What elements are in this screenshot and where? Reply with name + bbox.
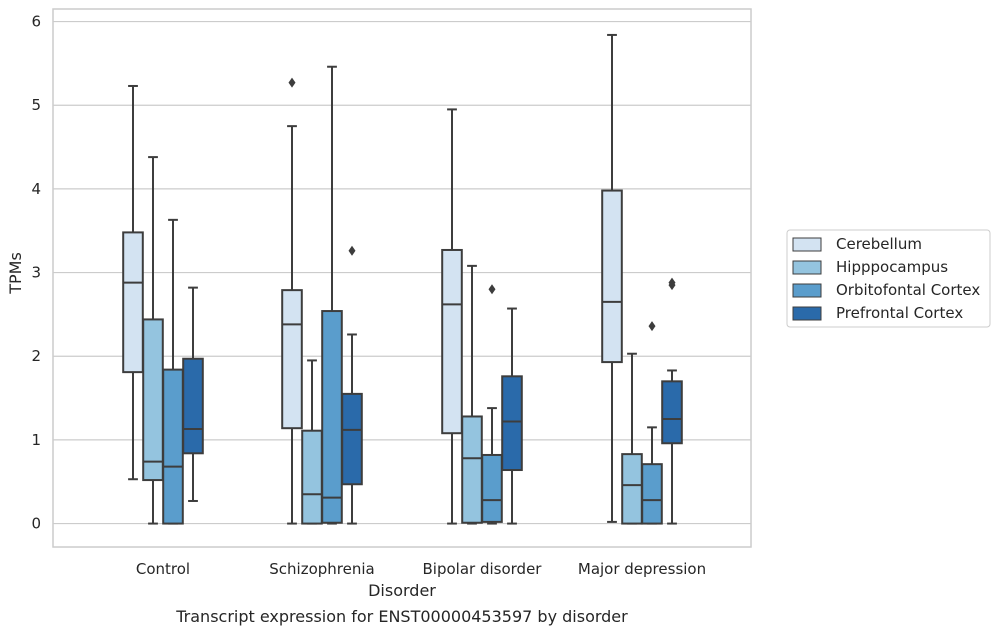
x-tick-label: Major depression [578, 560, 706, 578]
y-tick-label: 3 [31, 264, 41, 282]
x-tick-label: Control [136, 560, 190, 578]
outlier-point [288, 77, 296, 88]
legend-swatch [792, 237, 822, 252]
box-1-1 [301, 359, 323, 525]
box-1-2 [321, 65, 343, 525]
box-body [481, 453, 503, 523]
box-0-3 [182, 286, 204, 502]
box-body [441, 248, 463, 435]
box-body [142, 318, 164, 482]
box-0-0 [122, 84, 144, 481]
legend-frame [786, 229, 991, 328]
outlier-point [348, 245, 356, 256]
box-body [641, 463, 663, 525]
box-body [461, 415, 483, 524]
box-2-3 [501, 307, 523, 525]
box-body [661, 380, 683, 445]
box-0-2 [162, 218, 184, 525]
box-2-2 [481, 284, 503, 525]
y-axis-title: TPMs [6, 252, 25, 295]
box-body [122, 231, 144, 374]
box-0-1 [142, 156, 164, 525]
box-1-0 [281, 77, 303, 525]
outlier-point [488, 284, 496, 295]
box-3-2 [641, 321, 663, 525]
legend-label: Orbitofontal Cortex [836, 281, 980, 299]
legend-swatch [792, 260, 822, 275]
y-tick-label: 6 [31, 13, 41, 31]
y-tick-label: 1 [31, 431, 41, 449]
box-body [162, 368, 184, 525]
y-axis-tick-labels: 0 1 2 3 4 5 6 [31, 13, 41, 533]
plot-area-frame [52, 8, 752, 548]
box-3-0 [601, 33, 623, 523]
box-body [321, 310, 343, 524]
box-2-0 [441, 108, 463, 525]
x-tick-label: Bipolar disorder [423, 560, 543, 578]
box-body [621, 453, 643, 525]
legend-label: Prefrontal Cortex [836, 304, 963, 322]
y-tick-label: 0 [31, 515, 41, 533]
legend-swatch [792, 306, 822, 321]
box-body [281, 289, 303, 430]
y-tick-label: 4 [31, 180, 41, 198]
box-series [122, 33, 683, 525]
x-axis-title: Disorder [368, 581, 436, 600]
box-2-1 [461, 264, 483, 525]
box-1-3 [341, 245, 363, 525]
y-tick-label: 2 [31, 347, 41, 365]
outlier-point [648, 321, 656, 332]
box-body [182, 357, 204, 455]
legend-swatch [792, 283, 822, 298]
box-body [601, 189, 623, 364]
box-3-3 [661, 277, 683, 525]
y-tick-label: 5 [31, 96, 41, 114]
legend: Cerebellum Hipppocampus Orbitofontal Corte… [786, 229, 991, 328]
legend-label: Cerebellum [836, 235, 922, 253]
box-body [501, 375, 523, 472]
x-tick-label: Schizophrenia [269, 560, 374, 578]
chart-caption: Transcript expression for ENST0000045359… [175, 607, 628, 626]
box-body [341, 392, 363, 486]
box-body [301, 429, 323, 525]
outlier-point [668, 277, 676, 288]
legend-label: Hipppocampus [836, 258, 948, 276]
box-3-1 [621, 352, 643, 525]
x-axis-tick-labels: Control Schizophrenia Bipolar disorder Majo… [136, 560, 706, 578]
